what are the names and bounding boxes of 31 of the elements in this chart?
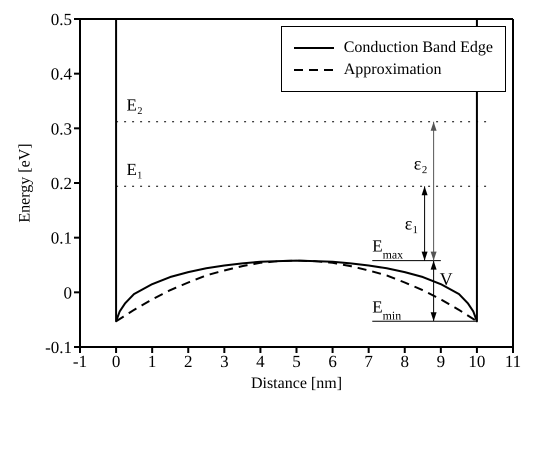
y-tick-label: 0.4 [50, 64, 72, 84]
y-tick-label: 0.3 [50, 119, 72, 138]
y-tick-label: 0 [64, 283, 72, 302]
annotation: E$_{min}$ [372, 297, 402, 322]
x-tick-label: 6 [328, 352, 337, 372]
x-tick-label: 5 [292, 352, 301, 372]
x-tick-label: -1 [72, 352, 88, 372]
y-tick-label: 0.1 [50, 228, 72, 248]
annotation: ε₂ [414, 153, 428, 174]
y-tick-label: 0.5 [50, 10, 72, 30]
legend-label: Conduction Band Edge [344, 39, 493, 57]
x-tick-label: 8 [400, 352, 409, 372]
x-axis-title: Distance [nm] [250, 375, 342, 392]
annotation: V [440, 268, 453, 289]
y-tick-label: 0.2 [50, 174, 72, 194]
x-tick-label: 10 [468, 352, 486, 372]
x-tick-label: 3 [220, 352, 229, 372]
x-tick-label: 11 [504, 352, 522, 372]
legend-label: Approximation [344, 61, 442, 79]
y-axis-title: Energy [eV] [16, 143, 34, 223]
x-tick-label: 1 [148, 352, 156, 372]
annotation: ε₁ [404, 213, 419, 234]
x-tick-label: 9 [436, 352, 446, 372]
y-tick-label: -0.1 [45, 338, 72, 358]
annotation: E₁ [126, 160, 143, 179]
annotation: E₂ [126, 95, 143, 114]
x-tick-label: 2 [184, 352, 192, 372]
x-tick-label: 0 [112, 352, 120, 372]
x-tick-label: 4 [256, 352, 266, 372]
x-tick-label: 7 [364, 352, 374, 372]
annotation: E$_{max}$ [372, 236, 404, 262]
